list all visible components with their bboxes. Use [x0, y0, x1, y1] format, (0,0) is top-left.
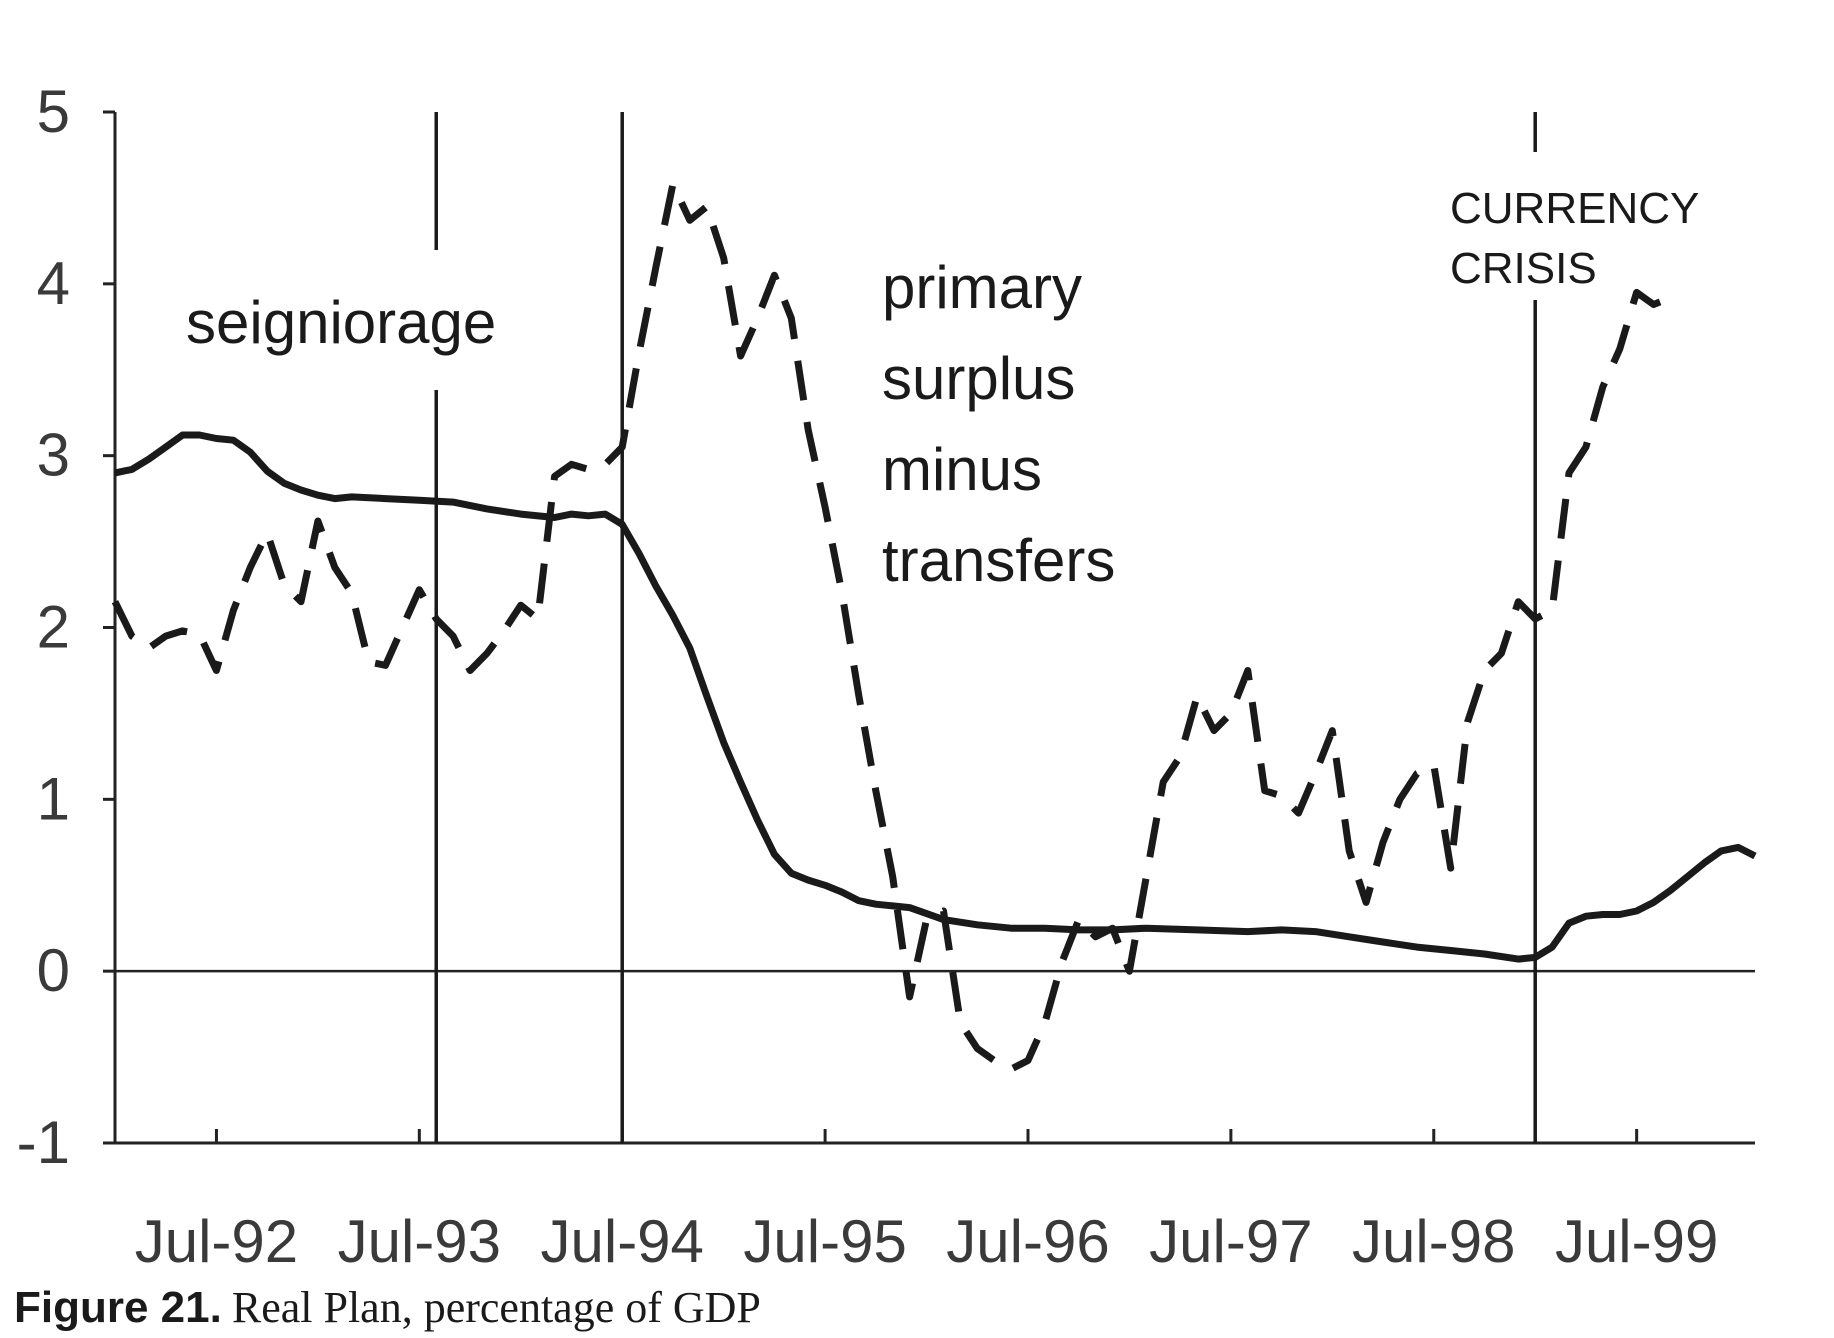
- figure-caption-label: Figure 21.: [14, 1283, 222, 1332]
- annotation-crisis: CRISIS: [1450, 244, 1597, 293]
- y-tick-label--1: -1: [17, 1109, 70, 1176]
- x-tick-label-Jul-93: Jul-93: [338, 1208, 501, 1275]
- annotation-transfers: transfers: [882, 527, 1115, 594]
- figure-caption: Figure 21. Real Plan, percentage of GDP: [14, 1282, 761, 1333]
- x-tick-label-Jul-95: Jul-95: [743, 1208, 906, 1275]
- x-tick-label-Jul-98: Jul-98: [1352, 1208, 1515, 1275]
- x-tick-label-Jul-92: Jul-92: [135, 1208, 298, 1275]
- axes: -1 0 1 2 3 4 5 Jul-92 Jul-93 Jul-94 Jul-95 Jul-96 Ju…: [17, 78, 1755, 1275]
- x-tick-label-Jul-99: Jul-99: [1555, 1208, 1718, 1275]
- y-tick-label-2: 2: [37, 594, 70, 661]
- annotation-seigniorage: seigniorage: [186, 289, 496, 356]
- x-tick-label-Jul-96: Jul-96: [946, 1208, 1109, 1275]
- vertical-markers: [434, 112, 1537, 1143]
- y-tick-label-4: 4: [37, 250, 70, 317]
- y-tick-label-0: 0: [37, 937, 70, 1004]
- y-tick-label-3: 3: [37, 422, 70, 489]
- chart-labels: seigniorage primary surplus minus transf…: [186, 184, 1699, 594]
- annotation-minus: minus: [882, 436, 1042, 503]
- figure-caption-text: Real Plan, percentage of GDP: [231, 1283, 761, 1332]
- x-tick-label-Jul-94: Jul-94: [541, 1208, 704, 1275]
- annotation-surplus: surplus: [882, 345, 1075, 412]
- y-tick-label-1: 1: [37, 765, 70, 832]
- annotation-primary: primary: [882, 254, 1082, 321]
- series-lines: [111, 180, 1757, 1073]
- y-tick-label-5: 5: [37, 78, 70, 145]
- annotation-currency: CURRENCY: [1450, 184, 1699, 233]
- series-line-seigniorage: [114, 431, 1757, 963]
- series-line-primary-surplus-minus-transfers: [111, 180, 1672, 1073]
- x-tick-label-Jul-97: Jul-97: [1149, 1208, 1312, 1275]
